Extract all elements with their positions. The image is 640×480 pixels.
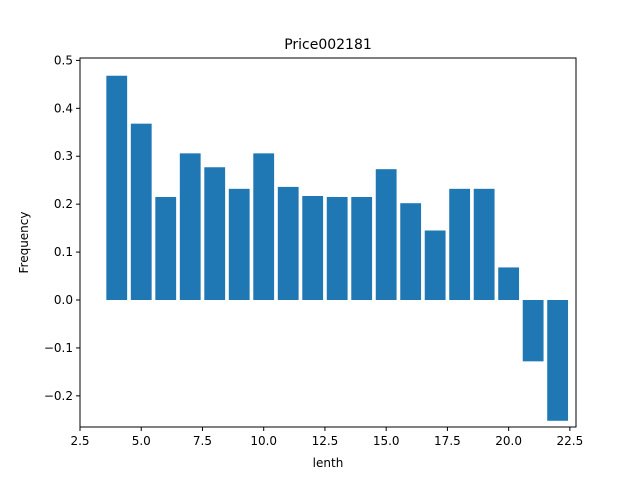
y-tick-label: 0.2 (54, 197, 73, 211)
x-tick-label: 20.0 (495, 434, 522, 448)
bar-5 (130, 123, 152, 301)
bars-group (106, 75, 569, 421)
y-tick-label: −0.1 (44, 341, 73, 355)
y-axis-label: Frequency (17, 212, 31, 274)
bar-11 (277, 186, 299, 301)
x-tick-label: 10.0 (250, 434, 277, 448)
bar-10 (253, 153, 275, 301)
bar-20 (498, 267, 520, 301)
x-axis-ticks: 2.5 5.0 7.5 10.0 12.5 15.0 17.5 20.0 22.5 (70, 427, 583, 448)
bar-21 (522, 300, 544, 362)
y-tick-label: 0.3 (54, 149, 73, 163)
x-axis-label: lenth (313, 456, 344, 470)
y-tick-label: 0.1 (54, 245, 73, 259)
bar-18 (449, 188, 471, 301)
x-tick-label: 2.5 (70, 434, 89, 448)
y-axis-ticks: −0.2 −0.1 0.0 0.1 0.2 0.3 0.4 0.5 (44, 53, 80, 403)
bar-6 (155, 196, 177, 301)
bar-9 (228, 188, 250, 301)
bar-4 (106, 75, 128, 301)
bar-14 (351, 196, 373, 301)
x-tick-label: 12.5 (312, 434, 339, 448)
x-tick-label: 22.5 (557, 434, 584, 448)
plot-frame (79, 57, 577, 428)
bar-12 (302, 196, 324, 301)
x-tick-label: 15.0 (373, 434, 400, 448)
y-tick-label: −0.2 (44, 389, 73, 403)
bar-15 (375, 169, 397, 301)
y-tick-label: 0.4 (54, 101, 73, 115)
bar-8 (204, 167, 226, 301)
bar-7 (179, 153, 201, 301)
y-tick-label: 0.5 (54, 53, 73, 67)
y-tick-label: 0.0 (54, 293, 73, 307)
bar-22 (547, 300, 569, 421)
bar-13 (326, 196, 348, 301)
chart-title: Price002181 (284, 37, 372, 53)
bar-19 (473, 188, 495, 301)
bar-16 (400, 203, 422, 301)
x-tick-label: 17.5 (434, 434, 461, 448)
x-tick-label: 7.5 (193, 434, 212, 448)
x-tick-label: 5.0 (132, 434, 151, 448)
bar-17 (424, 230, 446, 301)
